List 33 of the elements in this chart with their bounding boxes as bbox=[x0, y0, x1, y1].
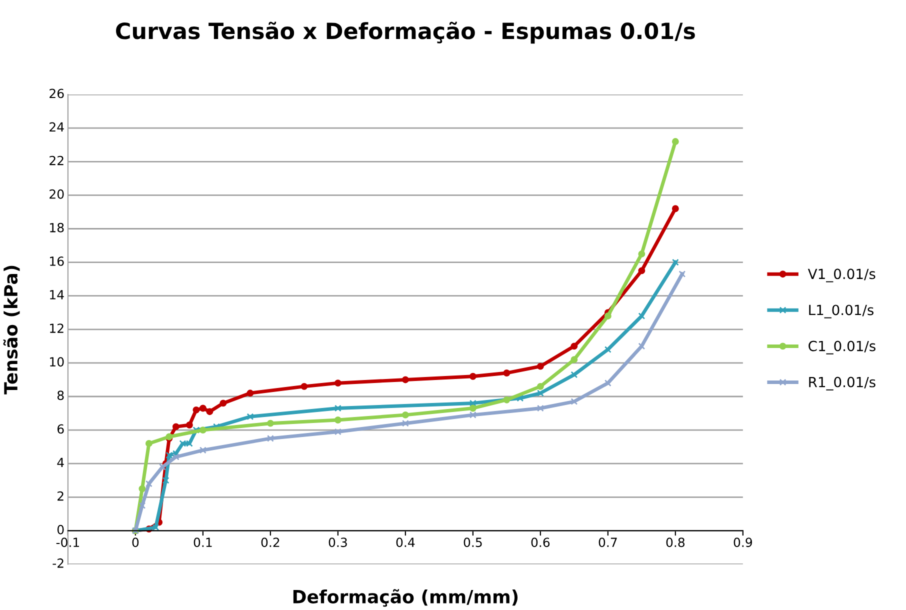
x-tick-label: 0.6 bbox=[531, 538, 550, 548]
chart-title: Curvas Tensão x Deformação - Espumas 0.01/s bbox=[116, 22, 695, 44]
y-tick-label: 2 bbox=[58, 491, 64, 501]
x-tick-label: 0.4 bbox=[396, 538, 415, 548]
legend-label: V1_0.01/s bbox=[808, 268, 876, 282]
x-tick-label: 0.3 bbox=[328, 538, 347, 548]
y-tick-label: 10 bbox=[50, 357, 64, 367]
y-tick-label: -2 bbox=[52, 558, 64, 568]
x-tick-label: 0.1 bbox=[194, 538, 212, 548]
y-tick-label: 16 bbox=[50, 256, 64, 266]
y-axis-title: Tensão (kPa) bbox=[3, 266, 20, 394]
y-tick-label: 22 bbox=[50, 156, 64, 166]
x-tick-label: 0.7 bbox=[598, 538, 617, 548]
y-tick-label: 20 bbox=[50, 189, 64, 199]
x-tick-label: 0 bbox=[132, 538, 139, 548]
y-tick-label: 12 bbox=[50, 324, 64, 333]
x-tick-label: 0.5 bbox=[464, 538, 482, 548]
y-tick-label: 14 bbox=[50, 290, 64, 300]
legend-label: L1_0.01/s bbox=[809, 304, 874, 318]
y-tick-label: 18 bbox=[50, 222, 64, 232]
legend-label: R1_0.01/s bbox=[809, 376, 876, 390]
x-tick-label: 0.8 bbox=[666, 538, 685, 548]
y-tick-label: 8 bbox=[57, 390, 64, 400]
y-tick-label: 0 bbox=[57, 524, 64, 534]
x-tick-label: -0.1 bbox=[56, 538, 79, 548]
y-tick-label: 26 bbox=[50, 88, 64, 98]
y-tick-label: 4 bbox=[57, 458, 64, 468]
y-tick-label: 6 bbox=[57, 424, 64, 434]
x-tick-label: 0.2 bbox=[261, 538, 280, 548]
x-axis-title: Deformação (mm/mm) bbox=[293, 589, 518, 607]
legend-label: C1_0.01/s bbox=[808, 340, 876, 354]
y-tick-label: 24 bbox=[50, 122, 64, 132]
x-tick-label: 0.9 bbox=[734, 538, 752, 548]
